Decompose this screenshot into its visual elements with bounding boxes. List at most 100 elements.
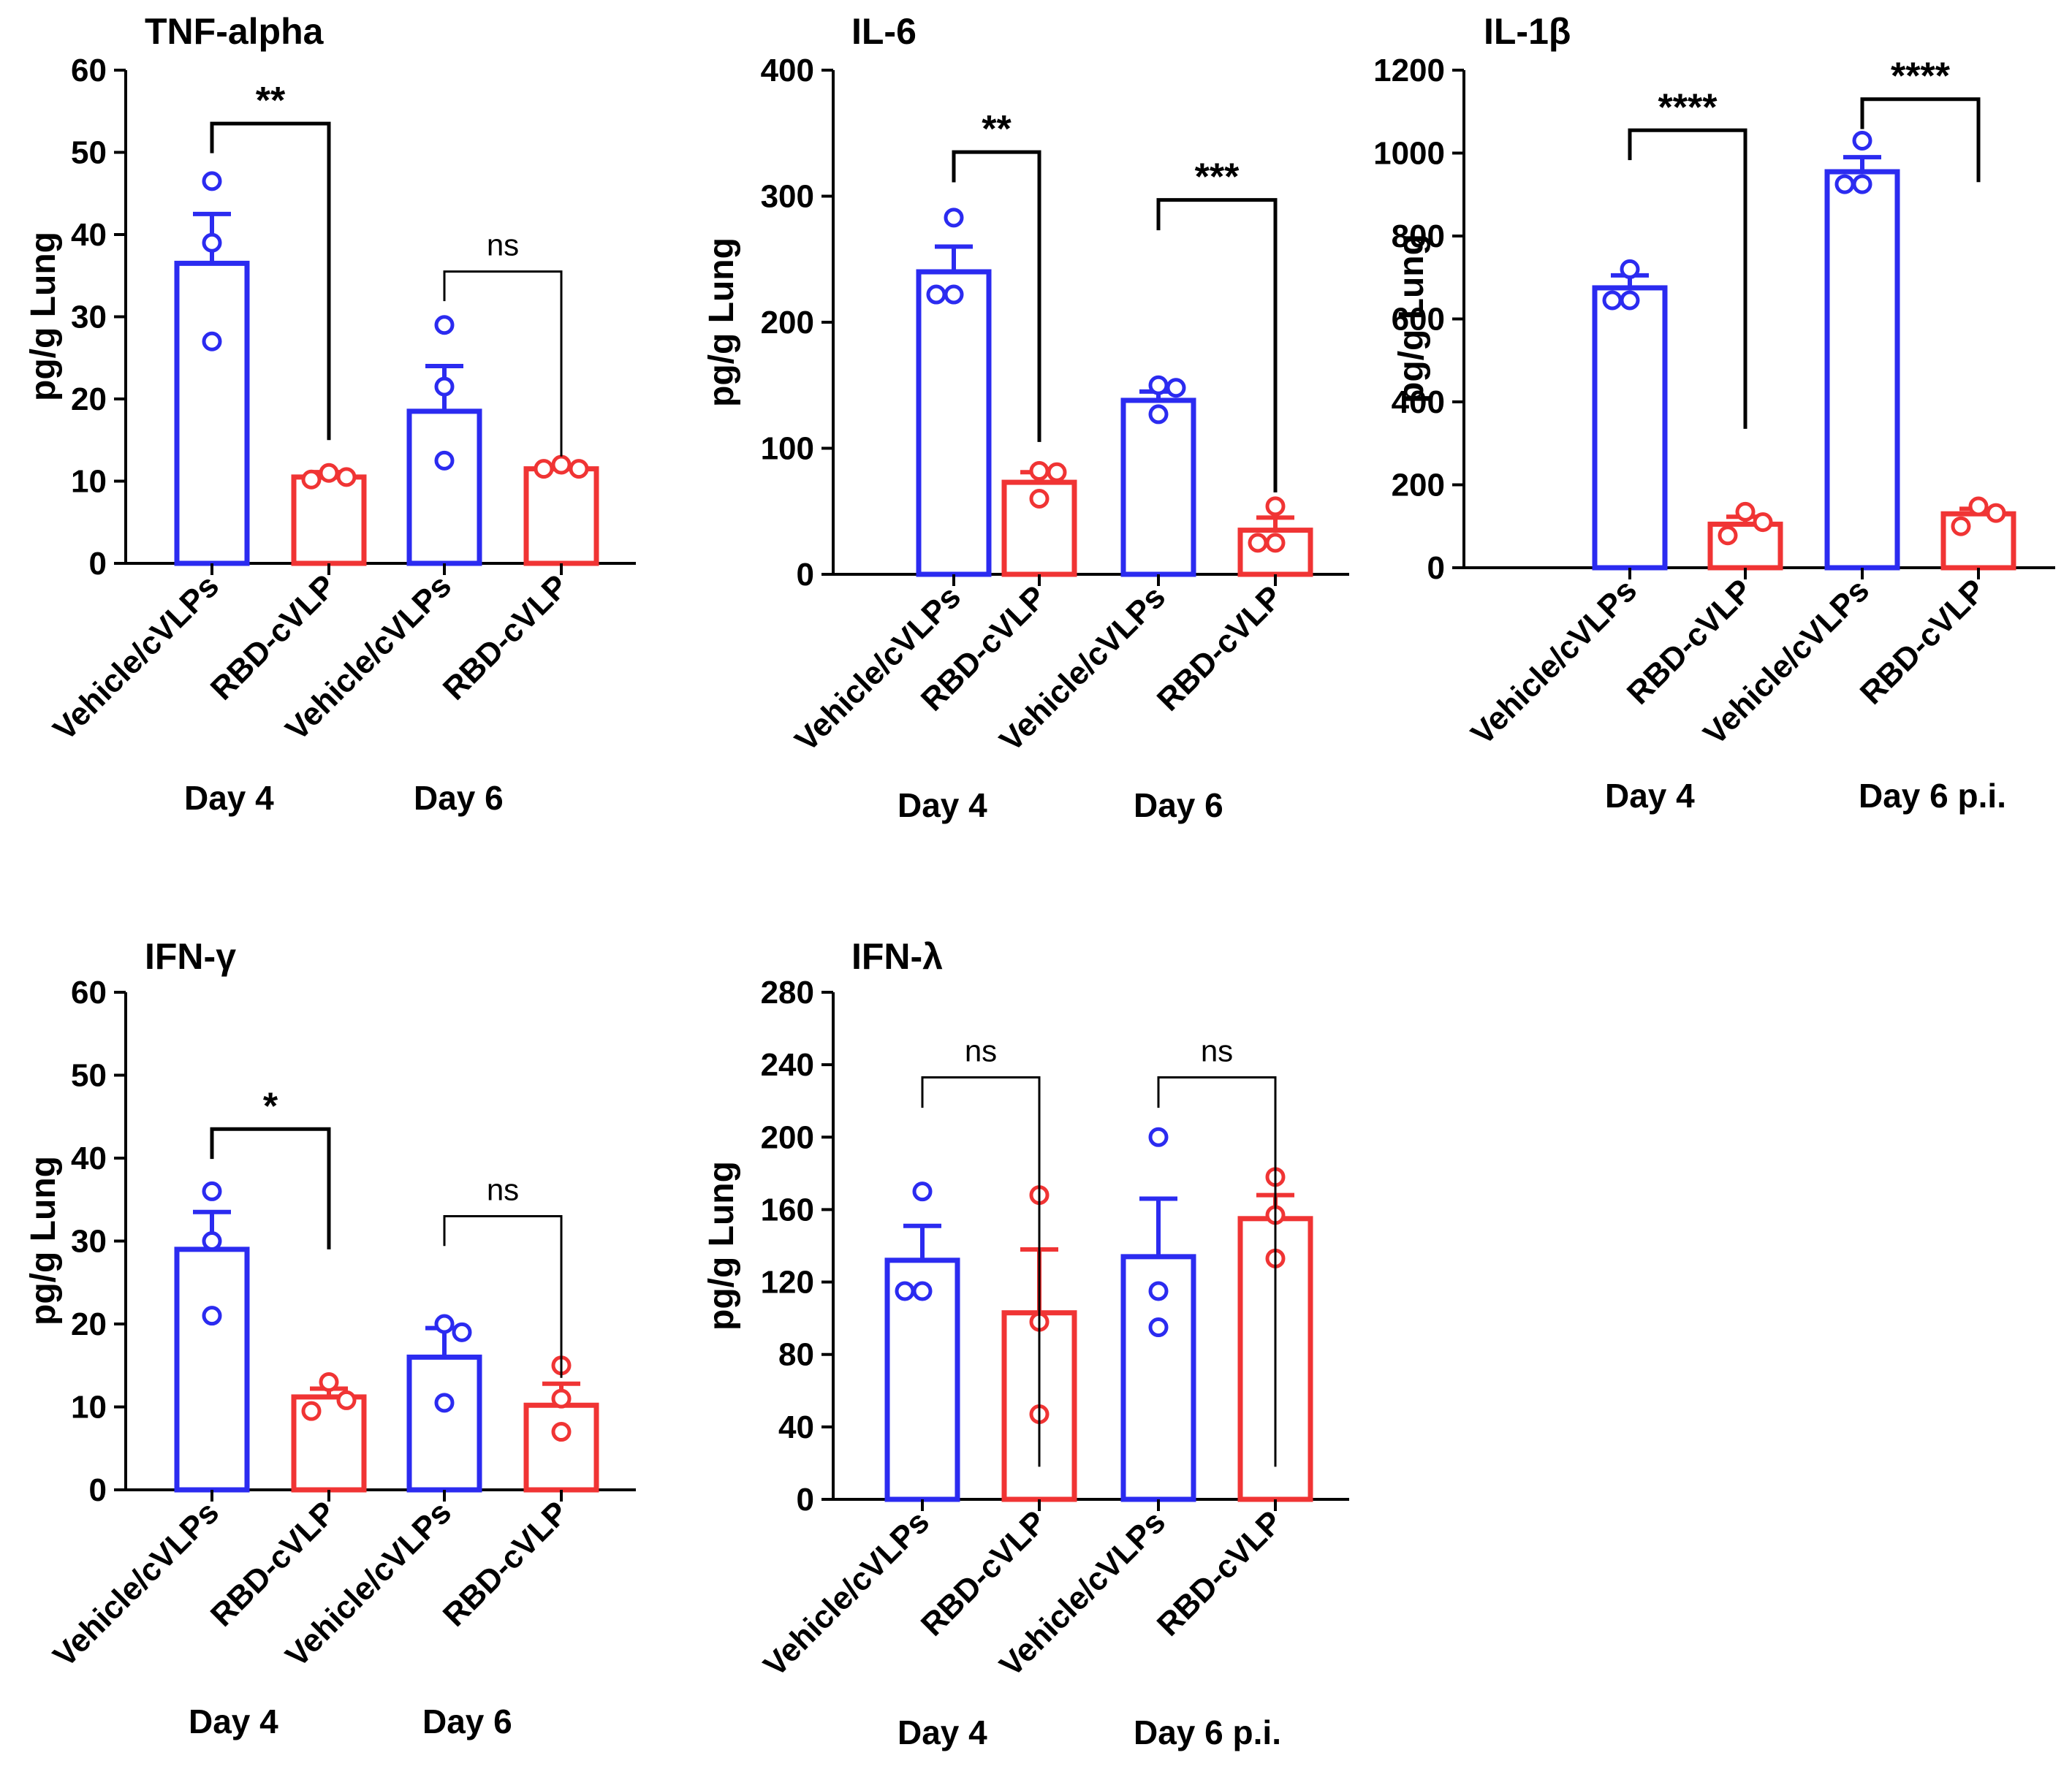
significance-label: **** [1891,56,1951,98]
data-point [301,1401,322,1421]
data-point [434,315,455,335]
y-tick-label: 30 [71,1224,107,1260]
bar [916,269,992,577]
y-axis-label: pg/g Lung [24,1156,63,1325]
data-point [551,1388,572,1409]
y-tick-label: 160 [761,1192,814,1228]
bar [523,1402,599,1493]
significance-label: **** [1658,86,1718,129]
data-point [1265,496,1286,517]
significance-label: ** [982,108,1012,151]
y-tick-label: 20 [71,381,107,417]
data-point [1753,512,1773,533]
significance-label: ns [1201,1033,1233,1068]
chart-panel: TNF-alpha pg/g Lung 0 10 20 30 40 50 60 Vehicle/c… [24,11,636,817]
y-tick-label: 120 [761,1265,814,1301]
y-tick-label: 50 [71,1058,107,1094]
data-point [1968,496,1989,517]
y-tick-label: 100 [761,431,814,467]
bar [1120,397,1196,577]
significance-label: ns [487,228,519,262]
data-point [926,284,946,305]
x-category-label: RBD-cVLP [436,1494,575,1633]
bar [1824,169,1900,571]
significance-bracket [921,1076,1041,1467]
panel-title: IL-1β [1484,11,1571,52]
data-point [1047,462,1067,482]
panel-title: IL-6 [851,11,917,52]
group-label: Day 4 [189,1702,278,1740]
y-tick-label: 600 [1392,302,1445,338]
x-category-label: RBD-cVLP [1150,579,1289,718]
y-tick-label: 400 [761,53,814,88]
x-category-label: RBD-cVLP [436,568,575,707]
y-tick-label: 0 [1427,550,1445,586]
data-point [1951,516,1971,536]
data-point [912,1182,933,1202]
significance-bracket [210,1127,331,1249]
chart-panel: IL-6pg/g Lung0100200300400Vehicle/cVLPsR… [702,11,1349,824]
group-label: Day 6 p.i. [1134,1713,1281,1751]
data-point [202,1306,222,1326]
data-point [1834,174,1855,194]
data-point [301,469,322,490]
data-point [452,1322,472,1342]
y-tick-label: 10 [71,1390,107,1426]
group-label: Day 4 [898,786,987,824]
y-tick-label: 40 [71,1141,107,1176]
group-label: Day 4 [1605,777,1695,815]
y-axis-label: pg/g Lung [702,1161,741,1331]
data-point [1029,461,1050,482]
data-point [1735,501,1756,522]
significance-bracket [210,121,331,441]
chart-panel: IL-1β pg/g Lung 0 200 400 600 800 1000 1200 Vehic… [1373,11,2055,815]
y-tick-label: 200 [761,1119,814,1155]
group-label: Day 6 [1134,786,1223,824]
y-tick-label: 60 [71,53,107,88]
significance-bracket [1157,1076,1277,1467]
data-point [551,1422,572,1442]
y-tick-label: 40 [778,1409,814,1445]
y-axis-label: pg/g Lung [1392,234,1431,403]
data-point [944,284,964,305]
data-point [1148,1127,1169,1147]
chart-panel: IFN-λ pg/g Lung 0 40 80 120 160 200 240 280 Vehicl… [702,936,1349,1751]
data-point [569,459,589,479]
y-tick-label: 30 [71,300,107,335]
significance-label: ns [965,1033,997,1068]
y-tick-label: 1200 [1373,53,1445,88]
data-point [1248,533,1268,553]
significance-bracket [1628,128,1747,429]
bar [1592,285,1668,571]
group-label: Day 6 [414,779,504,817]
data-point [534,459,554,479]
group-label: Day 6 p.i. [1859,777,2006,815]
data-point [434,1314,455,1334]
x-category-label: Vehicle/cVLPs [46,568,226,747]
significance-label: ** [256,80,286,122]
significance-bracket [443,1214,563,1378]
data-point [1620,290,1640,311]
significance-bracket [443,270,563,457]
y-tick-label: 60 [71,975,107,1011]
group-label: Day 4 [184,779,274,817]
x-category-label: Vehicle/cVLPs [756,1504,936,1683]
data-point [1166,378,1186,398]
data-point [202,1231,222,1251]
x-category-label: Vehicle/cVLPs [1464,572,1644,752]
data-point [944,208,964,228]
y-tick-label: 20 [71,1306,107,1342]
data-point [1029,489,1050,509]
panel-title: TNF-alpha [145,11,325,52]
data-point [1148,1317,1169,1338]
y-tick-label: 1000 [1373,136,1445,172]
data-point [434,450,455,471]
y-tick-label: 200 [761,305,814,340]
bar [523,466,599,566]
y-tick-label: 40 [71,217,107,253]
data-point [1986,503,2006,523]
group-label: Day 6 [422,1702,512,1740]
x-category-label: Vehicle/cVLPs [46,1494,226,1674]
data-point [202,171,222,191]
y-tick-label: 400 [1392,384,1445,420]
